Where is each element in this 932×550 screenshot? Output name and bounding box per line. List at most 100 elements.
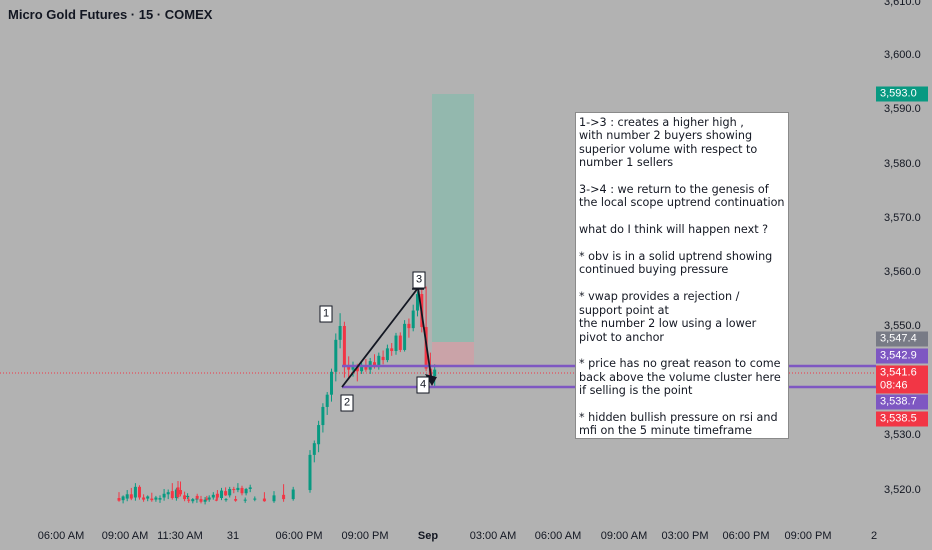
candle-body: [433, 369, 437, 377]
candle-body: [158, 498, 162, 500]
candle-body: [228, 488, 232, 496]
candle-body: [342, 325, 346, 366]
price-badge-vwap-lower: 3,538.7: [876, 394, 928, 410]
candle-body: [154, 497, 158, 500]
candle-body: [232, 488, 236, 491]
candle-body: [203, 499, 207, 502]
candle-body: [129, 494, 133, 499]
x-axis-label: 09:00 AM: [600, 530, 648, 542]
candle-body: [187, 499, 191, 501]
price-badge-vwap-upper: 3,542.9: [876, 348, 928, 364]
candle-body: [351, 365, 355, 370]
wave-label-4[interactable]: 4: [416, 376, 430, 394]
candle-body: [330, 371, 333, 395]
candle-body: [195, 495, 199, 499]
x-axis-label: 06:00 PM: [275, 530, 323, 542]
candle-body: [207, 497, 211, 500]
y-axis-label: 3,570.0: [884, 212, 921, 224]
candle-body: [236, 487, 240, 491]
y-axis-label: 3,530.0: [884, 429, 921, 441]
x-axis-label: 06:00 AM: [534, 530, 582, 542]
candle-body: [162, 493, 166, 498]
price-badge-target: 3,593.0: [876, 86, 928, 102]
candle-body: [291, 489, 295, 500]
candle-body: [385, 348, 389, 361]
wave-label-3[interactable]: 3: [412, 271, 426, 289]
candle-body: [146, 496, 150, 499]
y-axis-label: 3,590.0: [884, 103, 921, 115]
candle-body: [215, 493, 219, 498]
candle-body: [138, 486, 141, 498]
y-axis-label: 3,600.0: [884, 49, 921, 61]
candle-body: [240, 487, 244, 494]
candle-body: [338, 325, 342, 340]
candle-body: [416, 294, 419, 311]
candle-body: [381, 356, 385, 361]
y-axis-label: 3,550.0: [884, 320, 921, 332]
candle-body: [150, 498, 154, 501]
y-axis-label: 3,520.0: [884, 484, 921, 496]
candle-body: [364, 366, 368, 370]
candle-body: [179, 490, 182, 495]
wave-label-1[interactable]: 1: [319, 305, 333, 323]
candle-body: [205, 498, 209, 500]
candle-body: [133, 486, 137, 498]
candle-body: [253, 498, 257, 500]
x-axis-label: 09:00 PM: [341, 530, 389, 542]
candle-body: [166, 492, 170, 495]
bar-countdown-badge: 08:46: [876, 378, 928, 394]
wave-label-2[interactable]: 2: [340, 394, 354, 412]
price-badge-stop: 3,547.4: [876, 331, 928, 347]
candle-body: [224, 499, 228, 501]
y-axis-label: 3,580.0: [884, 158, 921, 170]
candle-body: [248, 487, 252, 489]
x-axis-label: Sep: [417, 530, 439, 542]
x-axis-label: 09:00 AM: [101, 530, 149, 542]
candle-body: [394, 335, 398, 352]
candle-body: [308, 454, 312, 491]
x-axis-label: 2: [870, 530, 878, 542]
candle-body: [272, 495, 276, 502]
candle-body: [317, 425, 321, 445]
x-axis-label: 06:00 PM: [722, 530, 770, 542]
candle-body: [262, 498, 266, 502]
candle-body: [176, 487, 180, 497]
y-axis-label: 3,610.0: [884, 0, 921, 8]
candle-body: [183, 495, 187, 500]
candle-body: [411, 310, 415, 329]
candle-body: [390, 348, 394, 352]
candle-body: [191, 499, 195, 502]
candle-body: [398, 335, 402, 350]
analysis-note[interactable]: 1->3 : creates a higher high , with numb…: [575, 112, 789, 439]
x-axis-label: 06:00 AM: [37, 530, 85, 542]
candle-body: [170, 491, 174, 499]
stop-loss-zone[interactable]: [432, 342, 474, 366]
target-profit-zone[interactable]: [432, 94, 474, 342]
x-axis-label: 31: [226, 530, 240, 542]
x-axis-label: 09:00 PM: [784, 530, 832, 542]
candle-body: [125, 494, 129, 499]
y-axis-label: 3,560.0: [884, 266, 921, 278]
candle-body: [373, 362, 376, 367]
candle-body: [244, 488, 248, 494]
candle-body: [282, 494, 286, 500]
candle-body: [211, 494, 215, 498]
candle-body: [199, 499, 203, 502]
candle-body: [360, 364, 364, 372]
candle-body: [142, 497, 146, 500]
candle-body: [312, 443, 316, 455]
candle-body: [234, 499, 238, 501]
candle-body: [403, 323, 407, 350]
candle-body: [220, 490, 223, 499]
candle-body: [186, 495, 190, 497]
candle-body: [243, 499, 247, 501]
price-badge-last: 3,541.6: [876, 365, 928, 381]
candle-body: [224, 491, 228, 496]
x-axis-label: 11:30 AM: [157, 530, 203, 542]
candle-body: [407, 323, 411, 329]
candle-body: [174, 489, 178, 499]
candle-body: [321, 406, 325, 426]
price-badge-low: 3,538.5: [876, 411, 928, 427]
candle-body: [117, 498, 121, 501]
